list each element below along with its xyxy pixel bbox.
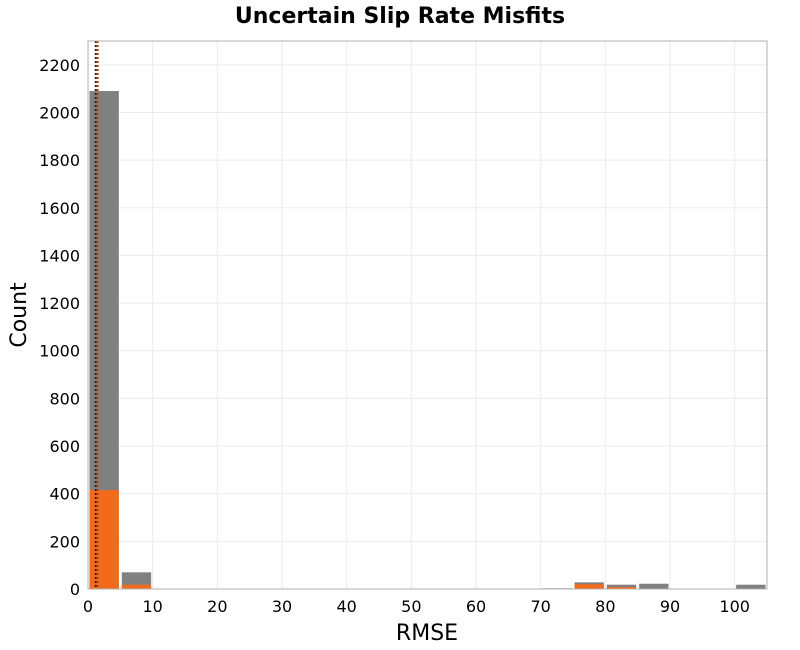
bars [89, 91, 766, 589]
x-tick-label: 60 [466, 597, 486, 616]
x-tick-label: 40 [336, 597, 356, 616]
x-tick-label: 30 [272, 597, 292, 616]
x-axis-ticks: 0 10 20 30 40 50 60 70 80 90 100 [83, 597, 750, 616]
x-tick-label: 90 [660, 597, 680, 616]
x-tick-label: 20 [207, 597, 227, 616]
y-tick-label: 800 [49, 389, 80, 408]
y-tick-label: 400 [49, 485, 80, 504]
y-tick-label: 600 [49, 437, 80, 456]
y-tick-label: 0 [70, 580, 80, 599]
y-tick-label: 200 [49, 532, 80, 551]
y-tick-label: 1600 [39, 199, 80, 218]
bar-series-2 [606, 587, 637, 589]
x-tick-label: 100 [719, 597, 750, 616]
reference-lines [94, 41, 99, 589]
y-tick-label: 1000 [39, 342, 80, 361]
y-axis-ticks: 0 200 400 600 800 1000 1200 1400 1600 1800 2000 220… [39, 56, 80, 599]
x-axis-label: RMSE [396, 621, 458, 646]
y-tick-label: 2000 [39, 103, 80, 122]
grid [87, 41, 767, 590]
bar-series-2 [574, 584, 604, 589]
x-tick-label: 0 [83, 597, 93, 616]
x-tick-label: 50 [401, 597, 421, 616]
x-tick-label: 80 [595, 597, 615, 616]
y-axis-label: Count [7, 282, 32, 348]
y-tick-label: 2200 [39, 56, 80, 75]
plot-frame [87, 40, 768, 590]
y-tick-label: 1200 [39, 294, 80, 313]
bar-series-2 [121, 584, 152, 589]
x-tick-label: 70 [530, 597, 550, 616]
bar-series-1 [639, 583, 669, 589]
bar-series-2 [89, 490, 119, 589]
y-tick-label: 1800 [39, 151, 80, 170]
bar-series-1 [736, 584, 766, 589]
x-tick-label: 10 [142, 597, 162, 616]
y-tick-label: 1400 [39, 246, 80, 265]
bar-series-1 [606, 584, 637, 589]
chart-title: Uncertain Slip Rate Misfits [235, 4, 565, 29]
